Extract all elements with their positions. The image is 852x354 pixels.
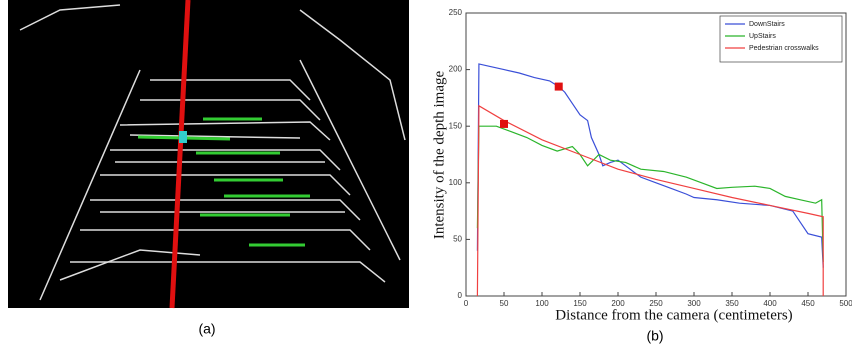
y-axis-label: Intensity of the depth image: [431, 71, 447, 240]
image-caption: (a): [198, 321, 215, 337]
x-tick-label: 50: [500, 299, 509, 308]
edge-image: [8, 0, 409, 308]
page: (a) (b) Distance from the camera (centim…: [0, 0, 852, 354]
y-tick-label: 250: [449, 8, 463, 17]
x-tick-label: 0: [464, 299, 469, 308]
marker: [500, 120, 508, 128]
legend-label: DownStairs: [749, 21, 785, 28]
legend-label: UpStairs: [749, 33, 776, 40]
y-tick-label: 0: [458, 291, 463, 300]
x-tick-label: 350: [725, 299, 739, 308]
legend-label: Pedestrian crosswalks: [749, 45, 819, 52]
x-tick-label: 250: [649, 299, 663, 308]
figure: (a) (b) Distance from the camera (centim…: [0, 0, 852, 349]
marker: [555, 83, 563, 91]
x-tick-label: 100: [535, 299, 549, 308]
y-tick-label: 200: [449, 65, 463, 74]
x-tick-label: 500: [839, 299, 852, 308]
y-tick-label: 150: [449, 121, 463, 130]
x-tick-label: 400: [763, 299, 777, 308]
y-tick-label: 100: [449, 178, 463, 187]
x-tick-label: 450: [801, 299, 815, 308]
x-tick-label: 200: [611, 299, 625, 308]
x-axis-label: Distance from the camera (centimeters): [555, 307, 792, 323]
chart-caption: (b): [646, 328, 663, 344]
x-tick-label: 150: [573, 299, 587, 308]
y-tick-label: 50: [453, 235, 462, 244]
x-tick-label: 300: [687, 299, 701, 308]
